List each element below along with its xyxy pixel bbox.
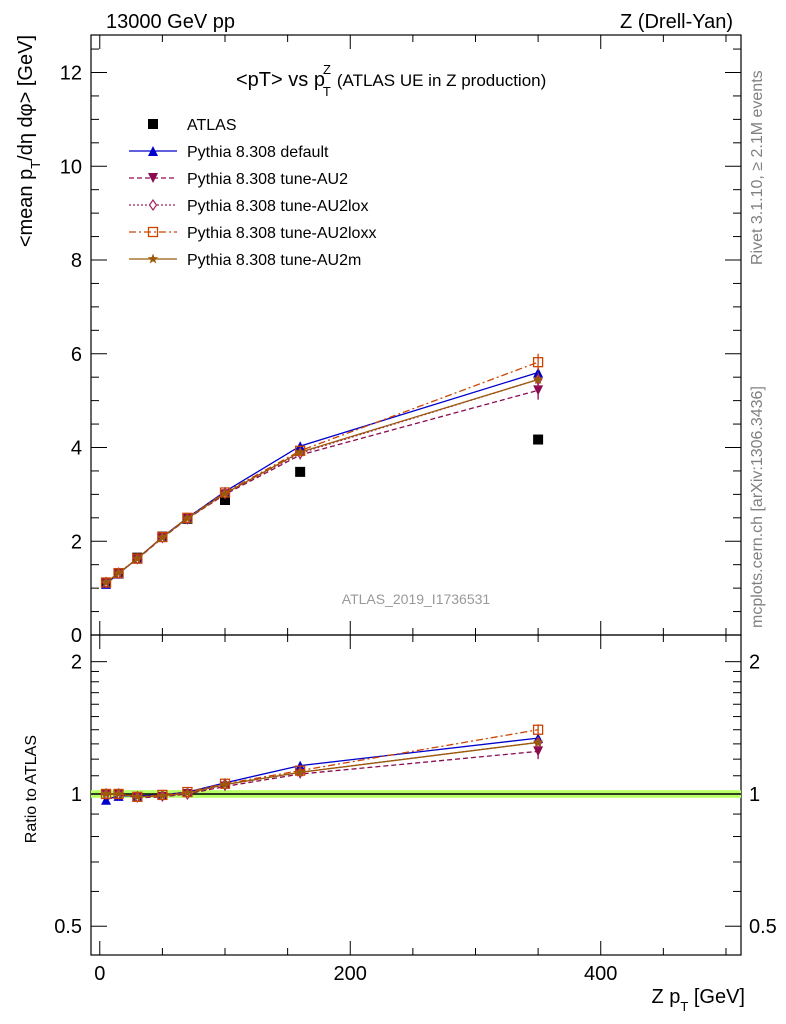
main-point-pythia-8-308-tune-au2m bbox=[532, 374, 544, 384]
ratio-point-pythia-8-308-tune-au2m bbox=[219, 779, 231, 790]
legend-label-pythia-8-308-default: Pythia 8.308 default bbox=[187, 144, 329, 161]
header-left: 13000 GeV pp bbox=[106, 11, 235, 33]
ratio-line-pythia-8-308-default bbox=[105, 737, 539, 801]
legend-label-pythia-8-308-tune-au2lox: Pythia 8.308 tune-AU2lox bbox=[187, 198, 368, 215]
ratio-y-tick-label-right: 2 bbox=[749, 652, 760, 674]
main-ylabel: <mean pT/dη dφ> [GeV] bbox=[15, 35, 43, 247]
x-tick-label: 400 bbox=[584, 963, 617, 985]
main-line-pythia-8-308-tune-au2 bbox=[105, 389, 539, 584]
y-tick-label: 8 bbox=[71, 250, 82, 272]
main-point-pythia-8-308-tune-au2m bbox=[157, 532, 168, 542]
y-tick-label: 6 bbox=[71, 344, 82, 366]
main-point-atlas bbox=[295, 466, 306, 477]
ratio-point-pythia-8-308-tune-au2m bbox=[182, 787, 193, 798]
rivet-label: Rivet 3.1.10, ≥ 2.1M events bbox=[749, 70, 766, 265]
legend-marker-pythia-8-308-tune-au2loxx bbox=[147, 226, 159, 238]
ratio-y-tick-label: 0.5 bbox=[54, 916, 82, 938]
legend-marker-atlas bbox=[148, 119, 158, 129]
main-point-pythia-8-308-tune-au2m bbox=[100, 577, 112, 587]
title-sub: T bbox=[323, 84, 331, 99]
legend-marker-pythia-8-308-default bbox=[148, 146, 158, 156]
main-point-pythia-8-308-tune-au2loxx bbox=[532, 357, 544, 368]
plot-title: <pT> vs pZ T (ATLAS UE in Z production) bbox=[236, 62, 546, 99]
main-line-pythia-8-308-default bbox=[105, 371, 539, 585]
main-line-pythia-8-308-tune-au2lox bbox=[105, 378, 539, 584]
title-main: <pT> vs p bbox=[236, 69, 325, 91]
legend-label-pythia-8-308-tune-au2m: Pythia 8.308 tune-AU2m bbox=[187, 252, 361, 269]
main-point-pythia-8-308-tune-au2m bbox=[132, 553, 143, 564]
x-tick-label: 0 bbox=[94, 963, 105, 985]
main-point-atlas bbox=[533, 434, 544, 445]
ratio-line-pythia-8-308-tune-au2m bbox=[106, 741, 539, 798]
y-tick-label: 12 bbox=[60, 63, 82, 85]
x-tick-label: 200 bbox=[334, 963, 367, 985]
ratio-band-layer bbox=[91, 790, 741, 798]
main-line-pythia-8-308-tune-au2m bbox=[105, 378, 539, 584]
y-tick-label: 0 bbox=[71, 625, 82, 647]
analysis-watermark: ATLAS_2019_I1736531 bbox=[342, 591, 491, 607]
main-point-pythia-8-308-tune-au2m bbox=[182, 512, 193, 523]
ratio-point-pythia-8-308-tune-au2m bbox=[157, 790, 168, 801]
legend: ATLAS Pythia 8.308 default Pythia 8.308 tu… bbox=[129, 117, 376, 269]
main-point-pythia-8-308-tune-au2m bbox=[219, 487, 231, 498]
y-tick-label: 4 bbox=[71, 438, 82, 460]
main-line-pythia-8-308-tune-au2loxx bbox=[105, 361, 539, 584]
ratio-y-tick-label: 2 bbox=[71, 652, 82, 674]
ratio-point-pythia-8-308-tune-au2m bbox=[294, 766, 306, 777]
x-axis-label: Z pT [GeV] bbox=[651, 986, 745, 1014]
svg-text:<pT> vs pZT(ATLAS UE in Z prod: <pT> vs pZ T (ATLAS UE in Z production) bbox=[236, 62, 546, 99]
ratio-y-tick-label-right: 0.5 bbox=[749, 916, 777, 938]
ratio-point-pythia-8-308-tune-au2m bbox=[532, 736, 544, 747]
legend-marker-pythia-8-308-tune-au2m bbox=[147, 253, 159, 264]
title-sup: Z bbox=[323, 62, 331, 77]
ratio-point-pythia-8-308-tune-au2m bbox=[113, 788, 124, 799]
ratio-point-pythia-8-308-tune-au2m bbox=[100, 788, 112, 799]
header-right: Z (Drell-Yan) bbox=[620, 11, 733, 33]
y-tick-label: 2 bbox=[71, 531, 82, 553]
legend-marker-pythia-8-308-tune-au2lox bbox=[148, 198, 158, 212]
ratio-y-tick-label-right: 1 bbox=[749, 784, 760, 806]
legend-label-pythia-8-308-tune-au2: Pythia 8.308 tune-AU2 bbox=[187, 171, 348, 188]
legend-marker-pythia-8-308-tune-au2 bbox=[148, 173, 158, 183]
mcplots-label: mcplots.cern.ch [arXiv:1306.3436] bbox=[749, 386, 766, 628]
ratio-point-pythia-8-308-tune-au2m bbox=[132, 791, 143, 802]
legend-label-atlas: ATLAS bbox=[187, 117, 237, 134]
ratio-point-pythia-8-308-tune-au2loxx bbox=[532, 724, 544, 735]
main-point-pythia-8-308-tune-au2 bbox=[533, 385, 544, 396]
ratio-series-layer bbox=[100, 724, 544, 805]
legend-label-pythia-8-308-tune-au2loxx: Pythia 8.308 tune-AU2loxx bbox=[187, 225, 376, 242]
main-point-atlas bbox=[220, 495, 231, 505]
main-point-pythia-8-308-tune-au2m bbox=[113, 567, 124, 578]
ratio-point-pythia-8-308-tune-au2 bbox=[533, 746, 544, 757]
ratio-y-tick-label: 1 bbox=[71, 784, 82, 806]
main-series-layer bbox=[100, 353, 544, 589]
ratio-ylabel: Ratio to ATLAS bbox=[23, 735, 40, 843]
main-point-pythia-8-308-tune-au2m bbox=[294, 446, 306, 457]
title-suffix: (ATLAS UE in Z production) bbox=[337, 71, 546, 90]
y-tick-label: 10 bbox=[60, 156, 82, 178]
